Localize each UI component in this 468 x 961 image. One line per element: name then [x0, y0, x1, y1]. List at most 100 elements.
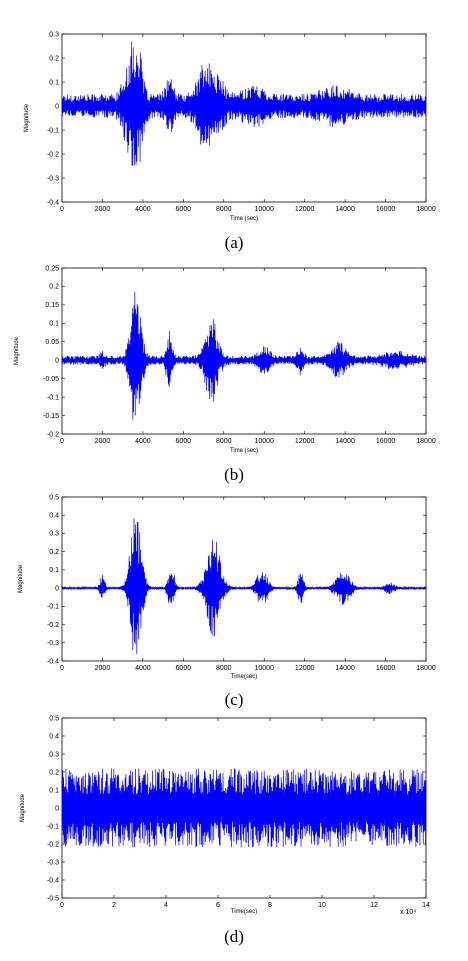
x-tick-label: 10000 [254, 438, 274, 445]
y-tick-label: -0.4 [47, 658, 59, 665]
y-tick-label: -0.5 [47, 895, 59, 902]
panel-d-xlabel: Time(sec) [231, 909, 257, 915]
y-tick-label: 0.1 [49, 79, 59, 86]
panel-d-plot-area: 0.50.40.30.20.10-0.1-0.2-0.3-0.4-0.50 2 4 6… [47, 715, 430, 909]
y-tick-label: 0.15 [45, 302, 59, 309]
y-tick-label: -0.1 [47, 604, 59, 611]
x-tick-label: 10000 [254, 206, 274, 213]
y-tick-label: 0.4 [49, 513, 59, 520]
panel-a: 0.30.20.10-0.1-0.2-0.3-0.40 2000 4000 6000 8… [24, 31, 436, 252]
x-tick-label: 6 [216, 902, 220, 909]
y-tick-label: 0.1 [49, 567, 59, 574]
x-tick-label: 14000 [335, 665, 355, 672]
y-tick-label: 0.3 [49, 531, 59, 538]
x-tick-label: 14 [422, 902, 430, 909]
x-tick-label: 4 [164, 902, 168, 909]
y-tick-label: 0.05 [45, 339, 59, 346]
x-tick-label: 2000 [95, 665, 111, 672]
panel-c: 0.50.40.30.20.10-0.1-0.2-0.3-0.40 2000 400… [18, 494, 436, 709]
panel-d-ylabel: Magnitude [20, 793, 26, 822]
y-tick-label: -0.1 [47, 394, 59, 401]
y-tick-label: 0 [55, 805, 59, 812]
y-tick-label: -0.05 [43, 376, 59, 383]
y-tick-label: 0.3 [49, 31, 59, 38]
panel-b-caption: (b) [224, 465, 244, 484]
signal-trace-a [61, 41, 427, 166]
panel-b-frame [61, 267, 427, 435]
panel-d-x-multiplier: x 10⁴ [400, 909, 416, 916]
x-tick-label: 14000 [335, 438, 355, 445]
panel-c-xlabel: Time(sec) [231, 674, 257, 680]
y-tick-label: -0.4 [47, 199, 59, 206]
y-tick-label: -0.2 [47, 841, 59, 848]
panel-b-plot-area: 0.250.20.150.10.050-0.05-0.1-0.15-0.20 20… [43, 265, 436, 445]
y-tick-label: -0.2 [47, 151, 59, 158]
y-tick-label: 0.2 [49, 769, 59, 776]
y-tick-label: 0.4 [49, 733, 59, 740]
y-tick-label: 0.5 [49, 494, 59, 501]
y-tick-label: -0.2 [47, 622, 59, 629]
y-tick-label: 0.1 [49, 321, 59, 328]
y-tick-label: -0.3 [47, 640, 59, 647]
y-tick-label: -0.1 [47, 823, 59, 830]
x-tick-label: 2000 [95, 206, 111, 213]
signal-trace-b [61, 291, 427, 420]
x-tick-label: 4000 [135, 438, 151, 445]
y-tick-label: 0.25 [45, 265, 59, 272]
panel-c-ylabel: Magnitude [18, 564, 24, 593]
x-tick-label: 16000 [376, 665, 396, 672]
panel-c-caption: (c) [225, 690, 244, 709]
x-tick-label: 0 [60, 902, 64, 909]
panel-b: 0.250.20.150.10.050-0.05-0.1-0.15-0.20 20… [14, 265, 436, 484]
panel-a-ylabel: Magnitude [24, 103, 30, 132]
x-tick-label: 4000 [135, 665, 151, 672]
x-tick-label: 18000 [416, 206, 436, 213]
x-tick-label: 10000 [254, 665, 274, 672]
y-tick-label: 0.1 [49, 787, 59, 794]
y-tick-label: 0.2 [49, 549, 59, 556]
x-tick-label: 18000 [416, 665, 436, 672]
x-tick-label: 6000 [176, 206, 192, 213]
x-tick-label: 8000 [216, 206, 232, 213]
x-tick-label: 8000 [216, 438, 232, 445]
panel-a-frame [61, 33, 427, 203]
x-tick-label: 4000 [135, 206, 151, 213]
y-tick-label: -0.3 [47, 175, 59, 182]
x-tick-label: 2000 [95, 438, 111, 445]
x-tick-label: 6000 [176, 438, 192, 445]
y-tick-label: -0.15 [43, 413, 59, 420]
y-tick-label: 0.2 [49, 284, 59, 291]
panel-c-frame [61, 496, 427, 662]
x-tick-label: 8000 [216, 665, 232, 672]
y-tick-label: 0 [55, 585, 59, 592]
x-tick-label: 16000 [376, 438, 396, 445]
x-tick-label: 2 [112, 902, 116, 909]
x-tick-label: 12000 [295, 438, 315, 445]
panel-d: 0.50.40.30.20.10-0.1-0.2-0.3-0.4-0.50 2 4 6… [20, 715, 430, 946]
x-tick-label: 14000 [335, 206, 355, 213]
y-tick-label: 0 [55, 103, 59, 110]
y-tick-label: -0.3 [47, 859, 59, 866]
panel-a-plot-area: 0.30.20.10-0.1-0.2-0.3-0.40 2000 4000 6000 8… [47, 31, 436, 213]
y-tick-label: 0 [55, 358, 59, 365]
panel-a-caption: (a) [225, 233, 244, 252]
y-tick-label: -0.2 [47, 431, 59, 438]
panel-a-xlabel: Time (sec) [230, 216, 258, 222]
y-tick-label: 0.2 [49, 55, 59, 62]
x-tick-label: 12 [370, 902, 378, 909]
x-tick-label: 6000 [176, 665, 192, 672]
x-tick-label: 10 [318, 902, 326, 909]
y-tick-label: -0.1 [47, 127, 59, 134]
panel-c-plot-area: 0.50.40.30.20.10-0.1-0.2-0.3-0.40 2000 400… [47, 494, 436, 672]
panel-b-xlabel: Time (sec) [230, 448, 258, 454]
x-tick-label: 8 [268, 902, 272, 909]
x-tick-label: 18000 [416, 438, 436, 445]
x-tick-label: 0 [60, 206, 64, 213]
x-tick-label: 12000 [295, 206, 315, 213]
y-tick-label: -0.4 [47, 877, 59, 884]
signal-trace-d [61, 768, 427, 848]
x-tick-label: 0 [60, 438, 64, 445]
panel-d-caption: (d) [224, 927, 244, 946]
panel-b-ylabel: Magnitude [14, 336, 20, 365]
